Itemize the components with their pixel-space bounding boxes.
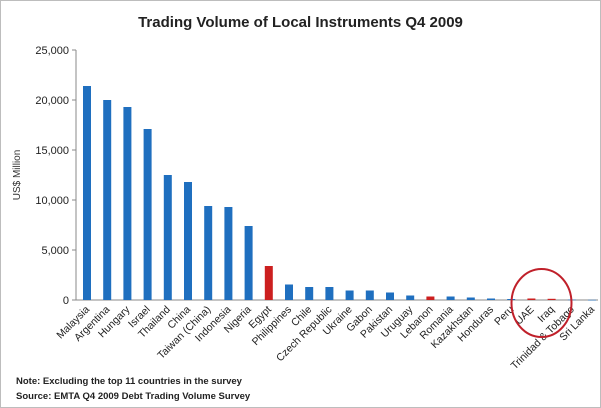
- bar-iraq: [547, 298, 556, 300]
- y-tick-label: 0: [63, 295, 69, 307]
- annotations: [510, 268, 573, 338]
- bar-uruguay: [406, 295, 415, 300]
- bar-malaysia: [83, 86, 91, 300]
- bar-kazakhstan: [466, 297, 475, 300]
- chart-title: Trading Volume of Local Instruments Q4 2…: [138, 14, 463, 31]
- x-axis-labels: MalaysiaArgentinaHungaryIsraelThailandCh…: [54, 303, 597, 372]
- bar-uae: [527, 298, 536, 300]
- bar-taiwan-china-: [204, 206, 213, 300]
- bar-nigeria: [244, 226, 253, 300]
- bar-chile: [305, 287, 314, 300]
- annotation-ellipse: [510, 268, 573, 338]
- bar-pakistan: [386, 292, 394, 300]
- bar-sri-lanka: [588, 299, 596, 301]
- y-tick-label: 5,000: [41, 245, 69, 257]
- y-tick-label: 20,000: [35, 95, 69, 107]
- bar-argentina: [103, 100, 112, 300]
- y-tick-label: 15,000: [35, 145, 69, 157]
- y-tick-label: 25,000: [35, 45, 69, 57]
- bar-honduras: [487, 298, 495, 300]
- footnote-source: Source: EMTA Q4 2009 Debt Trading Volume…: [16, 391, 251, 402]
- bar-israel: [143, 129, 152, 300]
- bar-czech-republic: [325, 287, 334, 300]
- bar-china: [184, 182, 192, 300]
- bar-gabon: [365, 290, 374, 300]
- x-tick-label: UAE: [513, 304, 537, 328]
- bar-egypt: [264, 266, 273, 300]
- y-axis-label: US$ Million: [12, 150, 23, 201]
- bar-lebanon: [426, 296, 435, 300]
- bar-hungary: [123, 107, 132, 300]
- bar-philippines: [285, 284, 293, 300]
- bar-romania: [446, 296, 455, 300]
- y-axis: 0 5,000 10,000 15,000 20,000 25,000 US$ Millio…: [12, 45, 598, 307]
- y-tick-label: 10,000: [35, 195, 69, 207]
- bar-ukraine: [345, 290, 354, 300]
- bar-indonesia: [224, 207, 233, 300]
- bars: [83, 86, 596, 301]
- bar-thailand: [163, 175, 172, 300]
- footnote-note: Note: Excluding the top 11 countries in …: [16, 376, 242, 387]
